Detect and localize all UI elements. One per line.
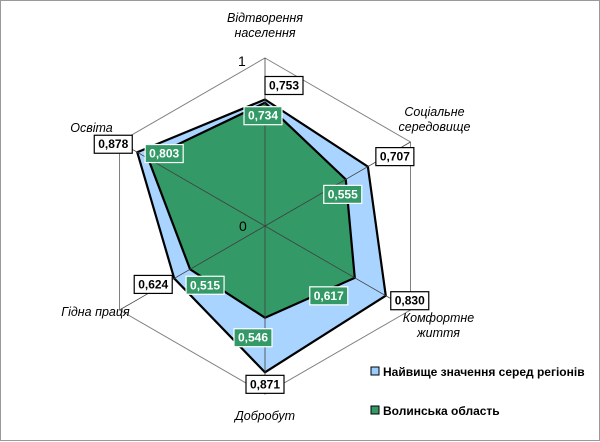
data-label-region: 0,515	[190, 278, 220, 292]
axis-label: Освіта	[70, 121, 113, 135]
data-label-region: 0,555	[328, 187, 358, 201]
legend-label: Волинська область	[383, 404, 500, 418]
tick-label: 1	[238, 53, 246, 69]
data-label-region-box	[243, 106, 283, 126]
data-label-highest: 0,753	[269, 78, 299, 92]
data-label-region-box	[309, 286, 349, 306]
data-label-region: 0,617	[314, 289, 344, 303]
data-label-highest: 0,707	[380, 150, 410, 164]
legend-swatch	[370, 405, 380, 415]
data-label-region: 0,546	[238, 331, 268, 345]
data-label-highest: 0,624	[138, 277, 168, 291]
data-label-region: 0,803	[149, 147, 179, 161]
data-label-highest-box	[133, 274, 173, 295]
data-label-highest-box	[245, 374, 285, 394]
data-label-region: 0,734	[248, 109, 278, 123]
data-label-highest-box	[390, 291, 430, 311]
axis-label: населення	[234, 26, 295, 40]
tick-label: 0	[239, 218, 247, 234]
axis-label: середовище	[399, 120, 471, 134]
data-label-region-box	[323, 184, 363, 204]
data-label-highest: 0,871	[250, 377, 280, 391]
legend-swatch	[370, 366, 380, 376]
axis-label: Гідна праця	[61, 305, 130, 319]
legend-label: Найвище значення серед регіонів	[383, 365, 585, 379]
axis-label: Соціальне	[404, 105, 464, 119]
data-label-highest-box	[93, 134, 133, 154]
data-label-highest: 0,830	[395, 294, 425, 308]
axis-label: життя	[416, 326, 460, 340]
data-label-region-box	[185, 275, 225, 295]
data-label-region-box	[144, 143, 184, 164]
axis-label: Добробут	[233, 409, 295, 423]
axis-spoke	[119, 141, 266, 227]
axis-spoke	[264, 225, 411, 311]
data-label-highest: 0,878	[98, 137, 128, 151]
data-label-highest-box	[375, 147, 415, 167]
data-label-highest-box	[264, 75, 304, 96]
data-label-region-box	[233, 328, 273, 348]
axis-label: Відтворення	[227, 11, 303, 25]
axis-spoke	[119, 225, 266, 311]
axis-label: Комфортне	[403, 311, 475, 325]
